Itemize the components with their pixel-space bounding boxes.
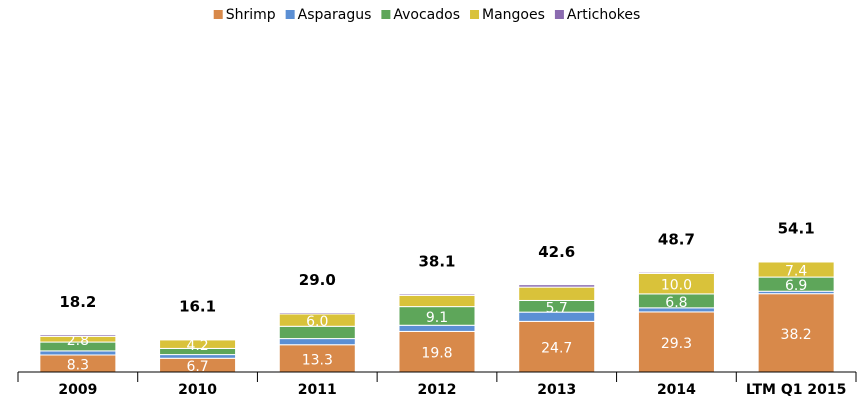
bar-segment — [278, 312, 356, 315]
x-tick-label: 2010 — [178, 382, 217, 398]
total-label: 42.6 — [538, 243, 575, 261]
segment-label: 24.7 — [541, 341, 572, 357]
segment-label: 8.3 — [67, 357, 89, 373]
legend-label: Avocados — [393, 7, 460, 23]
total-label: 18.2 — [59, 293, 96, 311]
legend-label: Asparagus — [298, 7, 372, 23]
bar-segment — [398, 293, 476, 296]
bar-segment — [518, 284, 596, 288]
segment-label: 29.3 — [661, 336, 692, 352]
legend-swatch — [213, 10, 223, 19]
x-tick-label: 2012 — [418, 382, 457, 398]
segment-label: 19.8 — [421, 346, 452, 362]
segment-label: 6.9 — [785, 278, 807, 294]
total-label: 38.1 — [418, 252, 455, 270]
x-tick-label: LTM Q1 2015 — [746, 382, 846, 398]
bar-segment — [757, 293, 835, 373]
legend-label: Shrimp — [226, 7, 276, 23]
x-tick-label: 2014 — [657, 382, 696, 398]
segment-label: 13.3 — [302, 352, 333, 368]
legend-label: Mangoes — [482, 7, 545, 23]
segment-label: 4.2 — [186, 338, 208, 354]
bar-segment — [398, 324, 476, 332]
x-tick-label: 2009 — [58, 382, 97, 398]
segment-label: 6.0 — [306, 314, 328, 330]
segment-label: 6.8 — [665, 295, 687, 311]
segment-label: 5.7 — [546, 300, 568, 316]
bar-segment — [637, 311, 715, 373]
segment-label: 38.2 — [781, 327, 812, 343]
bar-segment — [518, 320, 596, 373]
bar-segment — [278, 338, 356, 346]
bar-segment — [39, 350, 117, 356]
segment-label: 6.7 — [186, 359, 208, 375]
total-label: 16.1 — [179, 297, 216, 315]
bar-segment — [637, 271, 715, 274]
x-tick-label: 2011 — [298, 382, 337, 398]
total-label: 29.0 — [299, 271, 336, 289]
segment-label: 2.8 — [67, 333, 89, 349]
legend-swatch — [381, 10, 391, 19]
x-tick-label: 2013 — [537, 382, 576, 398]
bar-segment — [39, 334, 117, 337]
legend-label: Artichokes — [567, 7, 640, 23]
bar-segment — [159, 338, 237, 341]
legend-swatch — [285, 10, 295, 19]
legend-swatch — [470, 10, 480, 19]
segment-label: 9.1 — [426, 310, 448, 326]
segment-label: 7.4 — [785, 264, 807, 280]
bar-segment — [757, 260, 835, 263]
segment-label: 10.0 — [661, 278, 692, 294]
total-label: 48.7 — [658, 231, 695, 249]
bar-segment — [518, 286, 596, 301]
legend-swatch — [554, 10, 564, 19]
bar-segment — [159, 354, 237, 359]
total-label: 54.1 — [778, 220, 815, 238]
bar-segment — [398, 294, 476, 308]
